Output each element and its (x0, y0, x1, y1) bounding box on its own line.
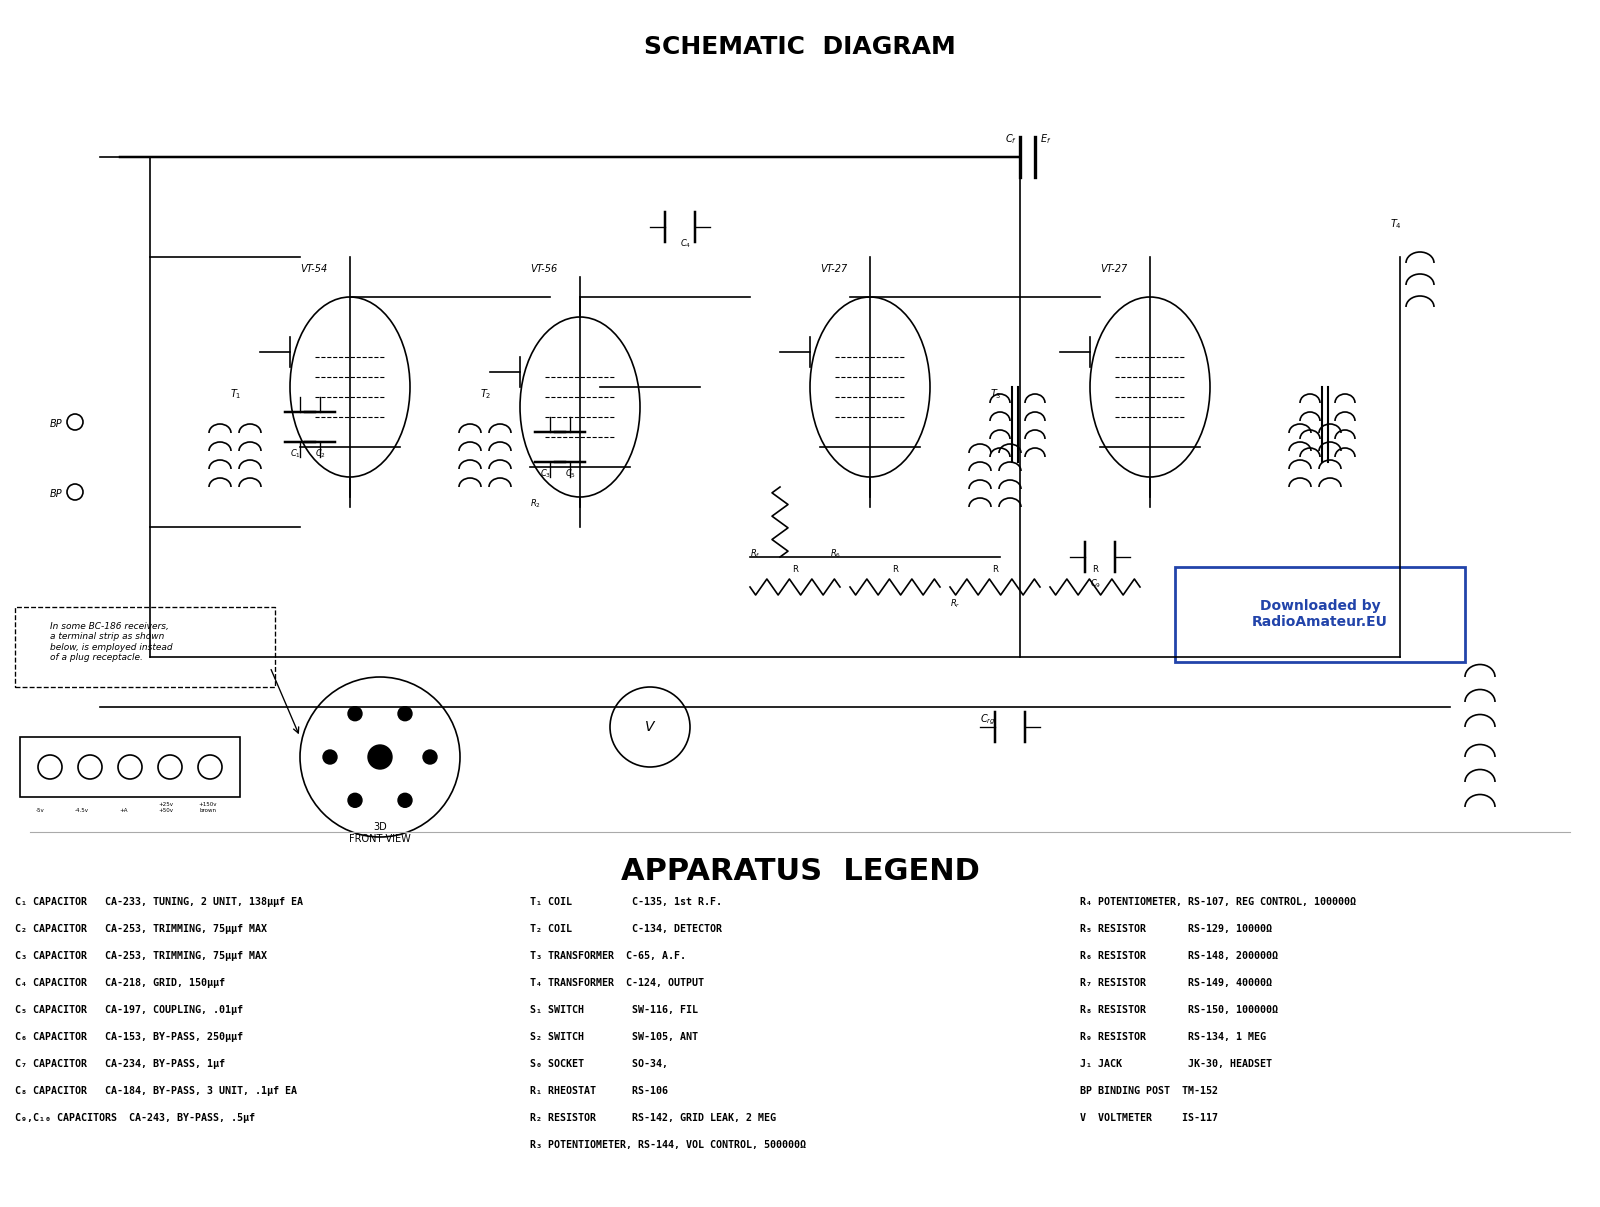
Text: C₈ CAPACITOR   CA-184, BY-PASS, 3 UNIT, .1μf EA: C₈ CAPACITOR CA-184, BY-PASS, 3 UNIT, .1… (14, 1086, 298, 1096)
Text: R₆ RESISTOR       RS-148, 200000Ω: R₆ RESISTOR RS-148, 200000Ω (1080, 951, 1278, 961)
Circle shape (323, 750, 338, 764)
Text: R: R (792, 565, 798, 575)
Text: $C_3$: $C_3$ (541, 468, 550, 480)
Text: R₈ RESISTOR       RS-150, 100000Ω: R₈ RESISTOR RS-150, 100000Ω (1080, 1005, 1278, 1015)
Text: R₇ RESISTOR       RS-149, 40000Ω: R₇ RESISTOR RS-149, 40000Ω (1080, 978, 1272, 989)
Text: $T_1$: $T_1$ (230, 387, 242, 401)
Text: C₆ CAPACITOR   CA-153, BY-PASS, 250μμf: C₆ CAPACITOR CA-153, BY-PASS, 250μμf (14, 1032, 243, 1042)
Text: $C_4$: $C_4$ (680, 238, 691, 251)
Text: T₁ COIL          C-135, 1st R.F.: T₁ COIL C-135, 1st R.F. (530, 897, 722, 906)
Text: $R_6$: $R_6$ (830, 548, 842, 560)
Text: C₅ CAPACITOR   CA-197, COUPLING, .01μf: C₅ CAPACITOR CA-197, COUPLING, .01μf (14, 1005, 243, 1015)
Text: VT-27: VT-27 (819, 264, 848, 274)
Text: R₃ POTENTIOMETER, RS-144, VOL CONTROL, 500000Ω: R₃ POTENTIOMETER, RS-144, VOL CONTROL, 5… (530, 1139, 806, 1150)
Text: -4.5v: -4.5v (75, 807, 90, 814)
Text: VT-56: VT-56 (530, 264, 557, 274)
Text: $R_f$: $R_f$ (750, 548, 760, 560)
FancyBboxPatch shape (14, 607, 275, 687)
Text: $C_9$: $C_9$ (1090, 578, 1101, 590)
Text: T₃ TRANSFORMER  C-65, A.F.: T₃ TRANSFORMER C-65, A.F. (530, 951, 686, 961)
Circle shape (349, 707, 362, 721)
Text: C₂ CAPACITOR   CA-253, TRIMMING, 75μμf MAX: C₂ CAPACITOR CA-253, TRIMMING, 75μμf MAX (14, 925, 267, 934)
Text: R: R (992, 565, 998, 575)
Text: Downloaded by
RadioAmateur.EU: Downloaded by RadioAmateur.EU (1253, 599, 1387, 629)
Text: $C_1$: $C_1$ (290, 448, 301, 461)
Text: R₁ RHEOSTAT      RS-106: R₁ RHEOSTAT RS-106 (530, 1086, 669, 1096)
Text: C₉,C₁₀ CAPACITORS  CA-243, BY-PASS, .5μf: C₉,C₁₀ CAPACITORS CA-243, BY-PASS, .5μf (14, 1113, 254, 1123)
Text: C₇ CAPACITOR   CA-234, BY-PASS, 1μf: C₇ CAPACITOR CA-234, BY-PASS, 1μf (14, 1059, 226, 1069)
Text: T₂ COIL          C-134, DETECTOR: T₂ COIL C-134, DETECTOR (530, 925, 722, 934)
Text: R₄ POTENTIOMETER, RS-107, REG CONTROL, 100000Ω: R₄ POTENTIOMETER, RS-107, REG CONTROL, 1… (1080, 897, 1357, 906)
Text: -5v: -5v (35, 807, 45, 814)
Circle shape (398, 707, 413, 721)
Text: R: R (1093, 565, 1098, 575)
Circle shape (368, 745, 392, 769)
Text: J₁ JACK           JK-30, HEADSET: J₁ JACK JK-30, HEADSET (1080, 1059, 1272, 1069)
Text: VT-27: VT-27 (1101, 264, 1128, 274)
Text: C₁ CAPACITOR   CA-233, TUNING, 2 UNIT, 138μμf EA: C₁ CAPACITOR CA-233, TUNING, 2 UNIT, 138… (14, 897, 302, 906)
Text: S₁ SWITCH        SW-116, FIL: S₁ SWITCH SW-116, FIL (530, 1005, 698, 1015)
Text: V: V (645, 721, 654, 734)
Text: R₂ RESISTOR      RS-142, GRID LEAK, 2 MEG: R₂ RESISTOR RS-142, GRID LEAK, 2 MEG (530, 1113, 776, 1123)
Text: 3D
FRONT VIEW: 3D FRONT VIEW (349, 822, 411, 844)
Text: BP: BP (50, 419, 62, 428)
Text: $T_2$: $T_2$ (480, 387, 491, 401)
Text: $R_2$: $R_2$ (530, 498, 541, 511)
Text: $C_5$: $C_5$ (565, 468, 576, 480)
Text: +A: +A (120, 807, 128, 814)
Text: V  VOLTMETER     IS-117: V VOLTMETER IS-117 (1080, 1113, 1218, 1123)
Text: $C_{rg}$: $C_{rg}$ (979, 712, 995, 727)
Text: T₄ TRANSFORMER  C-124, OUTPUT: T₄ TRANSFORMER C-124, OUTPUT (530, 978, 704, 989)
Text: S₀ SOCKET        SO-34,: S₀ SOCKET SO-34, (530, 1059, 669, 1069)
Text: $R_r$: $R_r$ (950, 597, 960, 611)
Text: R: R (893, 565, 898, 575)
Text: $E_f$: $E_f$ (1040, 132, 1051, 146)
Circle shape (422, 750, 437, 764)
Bar (19, 737, 240, 797)
Text: VT-54: VT-54 (301, 264, 328, 274)
FancyBboxPatch shape (1174, 567, 1466, 661)
Text: SCHEMATIC  DIAGRAM: SCHEMATIC DIAGRAM (645, 35, 955, 59)
Text: $T_3$: $T_3$ (990, 387, 1002, 401)
Circle shape (349, 793, 362, 807)
Text: $T_4$: $T_4$ (1390, 217, 1402, 231)
Text: BP: BP (50, 489, 62, 498)
Text: In some BC-186 receivers,
a terminal strip as shown
below, is employed instead
o: In some BC-186 receivers, a terminal str… (50, 622, 173, 663)
Text: $C_2$: $C_2$ (315, 448, 326, 461)
Text: S₂ SWITCH        SW-105, ANT: S₂ SWITCH SW-105, ANT (530, 1032, 698, 1042)
Circle shape (398, 793, 413, 807)
Text: R₅ RESISTOR       RS-129, 10000Ω: R₅ RESISTOR RS-129, 10000Ω (1080, 925, 1272, 934)
Text: C₄ CAPACITOR   CA-218, GRID, 150μμf: C₄ CAPACITOR CA-218, GRID, 150μμf (14, 978, 226, 989)
Text: +150v
brown: +150v brown (198, 803, 218, 814)
Text: R₉ RESISTOR       RS-134, 1 MEG: R₉ RESISTOR RS-134, 1 MEG (1080, 1032, 1266, 1042)
Text: C₃ CAPACITOR   CA-253, TRIMMING, 75μμf MAX: C₃ CAPACITOR CA-253, TRIMMING, 75μμf MAX (14, 951, 267, 961)
Text: BP BINDING POST  TM-152: BP BINDING POST TM-152 (1080, 1086, 1218, 1096)
Text: $C_f$: $C_f$ (1005, 132, 1018, 146)
Text: +25v
+50v: +25v +50v (158, 803, 173, 814)
Text: APPARATUS  LEGEND: APPARATUS LEGEND (621, 857, 979, 886)
